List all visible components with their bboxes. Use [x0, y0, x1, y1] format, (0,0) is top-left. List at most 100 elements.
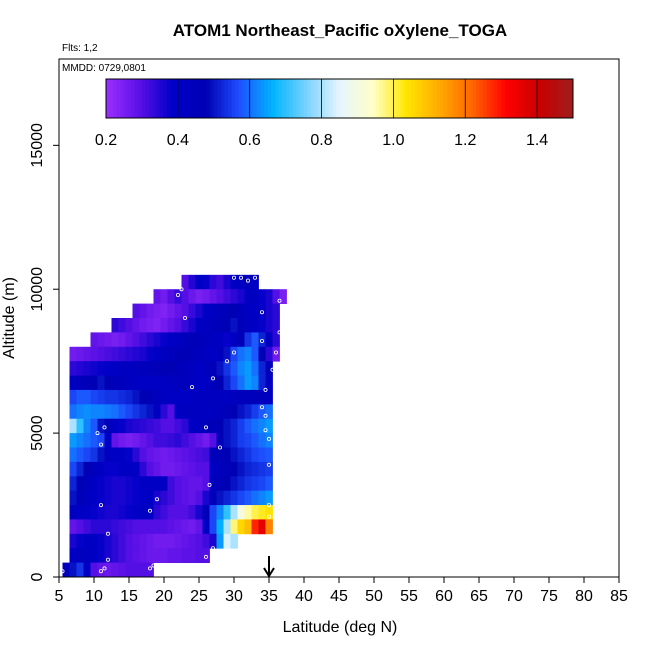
heatmap-cell — [265, 490, 273, 506]
heatmap-cell — [244, 433, 252, 448]
heatmap-cell — [181, 375, 189, 391]
heatmap-cell — [111, 519, 119, 535]
heatmap-cell — [251, 274, 259, 290]
sample-point — [102, 425, 107, 430]
colorbar-swatch — [339, 79, 344, 118]
heatmap-cell — [97, 476, 105, 492]
heatmap-cell — [153, 505, 161, 520]
colorbar-swatch — [296, 79, 301, 118]
heatmap-cell — [125, 476, 133, 492]
sample-point — [273, 350, 278, 355]
heatmap-cell — [251, 476, 259, 492]
heatmap-cell — [237, 418, 245, 434]
heatmap-cell — [251, 332, 259, 348]
colorbar-swatch — [127, 79, 132, 118]
heatmap-cell — [146, 461, 154, 477]
heatmap-cell — [153, 404, 161, 420]
heatmap-cell — [258, 418, 266, 434]
heatmap-cell — [132, 418, 140, 434]
heatmap-cell — [209, 389, 217, 405]
colorbar-swatch — [425, 79, 430, 118]
colorbar-swatch — [544, 79, 549, 118]
heatmap-cell — [195, 303, 203, 319]
sample-point — [238, 275, 243, 280]
heatmap-cell — [209, 433, 217, 448]
heatmap-cell — [237, 375, 245, 391]
heatmap-cell — [244, 476, 252, 492]
heatmap-cell — [97, 490, 105, 506]
heatmap-cell — [251, 461, 259, 477]
colorbar-swatch — [368, 79, 373, 118]
colorbar-tick-label: 0.8 — [310, 132, 332, 149]
heatmap-cell — [69, 346, 77, 362]
colorbar-swatch — [396, 79, 402, 118]
heatmap-cell — [244, 490, 252, 506]
heatmap-cell — [146, 519, 154, 535]
heatmap-cell — [118, 404, 126, 420]
heatmap-cell — [223, 461, 231, 477]
heatmap-cell — [237, 447, 245, 463]
heatmap-cell — [90, 361, 98, 376]
x-tick-label: 20 — [155, 588, 173, 605]
heatmap-cell — [244, 418, 252, 434]
heatmap-cell — [202, 505, 210, 520]
heatmap-cell — [76, 562, 84, 578]
sample-point — [224, 359, 229, 364]
heatmap-cell — [216, 476, 224, 492]
colorbar-swatch — [461, 79, 466, 118]
heatmap-cell — [132, 519, 140, 535]
heatmap-cell — [188, 433, 196, 448]
heatmap-cell — [237, 303, 245, 319]
sample-point — [277, 330, 282, 335]
heatmap-cell — [104, 562, 112, 578]
heatmap-cell — [69, 389, 77, 405]
heatmap-cell — [181, 303, 189, 319]
colorbar-swatch — [519, 79, 524, 118]
colorbar-swatch — [565, 79, 570, 118]
date-note: MMDD: 0729,0801 — [62, 63, 146, 74]
heatmap-cell — [216, 289, 224, 305]
heatmap-cell — [139, 562, 147, 578]
heatmap-cell — [209, 476, 217, 492]
heatmap-cell — [272, 289, 280, 305]
colorbar-swatch — [224, 79, 229, 118]
heatmap-cell — [258, 346, 266, 362]
colorbar-swatch — [447, 79, 452, 118]
colorbar-swatch — [422, 79, 427, 118]
x-tick-label: 50 — [365, 588, 383, 605]
heatmap-cell — [195, 548, 203, 564]
heatmap-cell — [76, 447, 84, 463]
x-tick-label: 30 — [225, 588, 243, 605]
heatmap-cell — [111, 461, 119, 477]
x-tick-label: 25 — [190, 588, 208, 605]
heatmap-cell — [104, 519, 112, 535]
heatmap-cell — [258, 505, 266, 520]
heatmap-cell — [202, 332, 210, 348]
heatmap-cell — [160, 447, 168, 463]
heatmap-cell — [216, 274, 224, 290]
colorbar-swatch — [116, 79, 121, 118]
heatmap-cell — [97, 361, 105, 376]
sample-point — [99, 442, 104, 447]
heatmap-cell — [90, 404, 98, 420]
heatmap-cell — [230, 519, 238, 535]
heatmap-cell — [195, 519, 203, 535]
heatmap-cells — [62, 274, 287, 578]
colorbar-swatch — [260, 79, 265, 118]
heatmap-cell — [188, 447, 196, 463]
colorbar-swatch — [547, 79, 552, 118]
colorbar-swatch — [357, 79, 362, 118]
heatmap-cell — [90, 562, 98, 578]
colorbar-swatch — [228, 79, 233, 118]
heatmap-cell — [153, 318, 161, 333]
y-tick-label: 0 — [29, 572, 46, 581]
heatmap-cell — [223, 404, 231, 420]
heatmap-cell — [230, 274, 238, 290]
colorbar-swatch — [141, 79, 147, 118]
heatmap-cell — [265, 375, 273, 391]
heatmap-cell — [174, 375, 182, 391]
colorbar-swatch — [465, 79, 470, 118]
heatmap-cell — [118, 490, 126, 506]
heatmap-cell — [209, 519, 217, 535]
